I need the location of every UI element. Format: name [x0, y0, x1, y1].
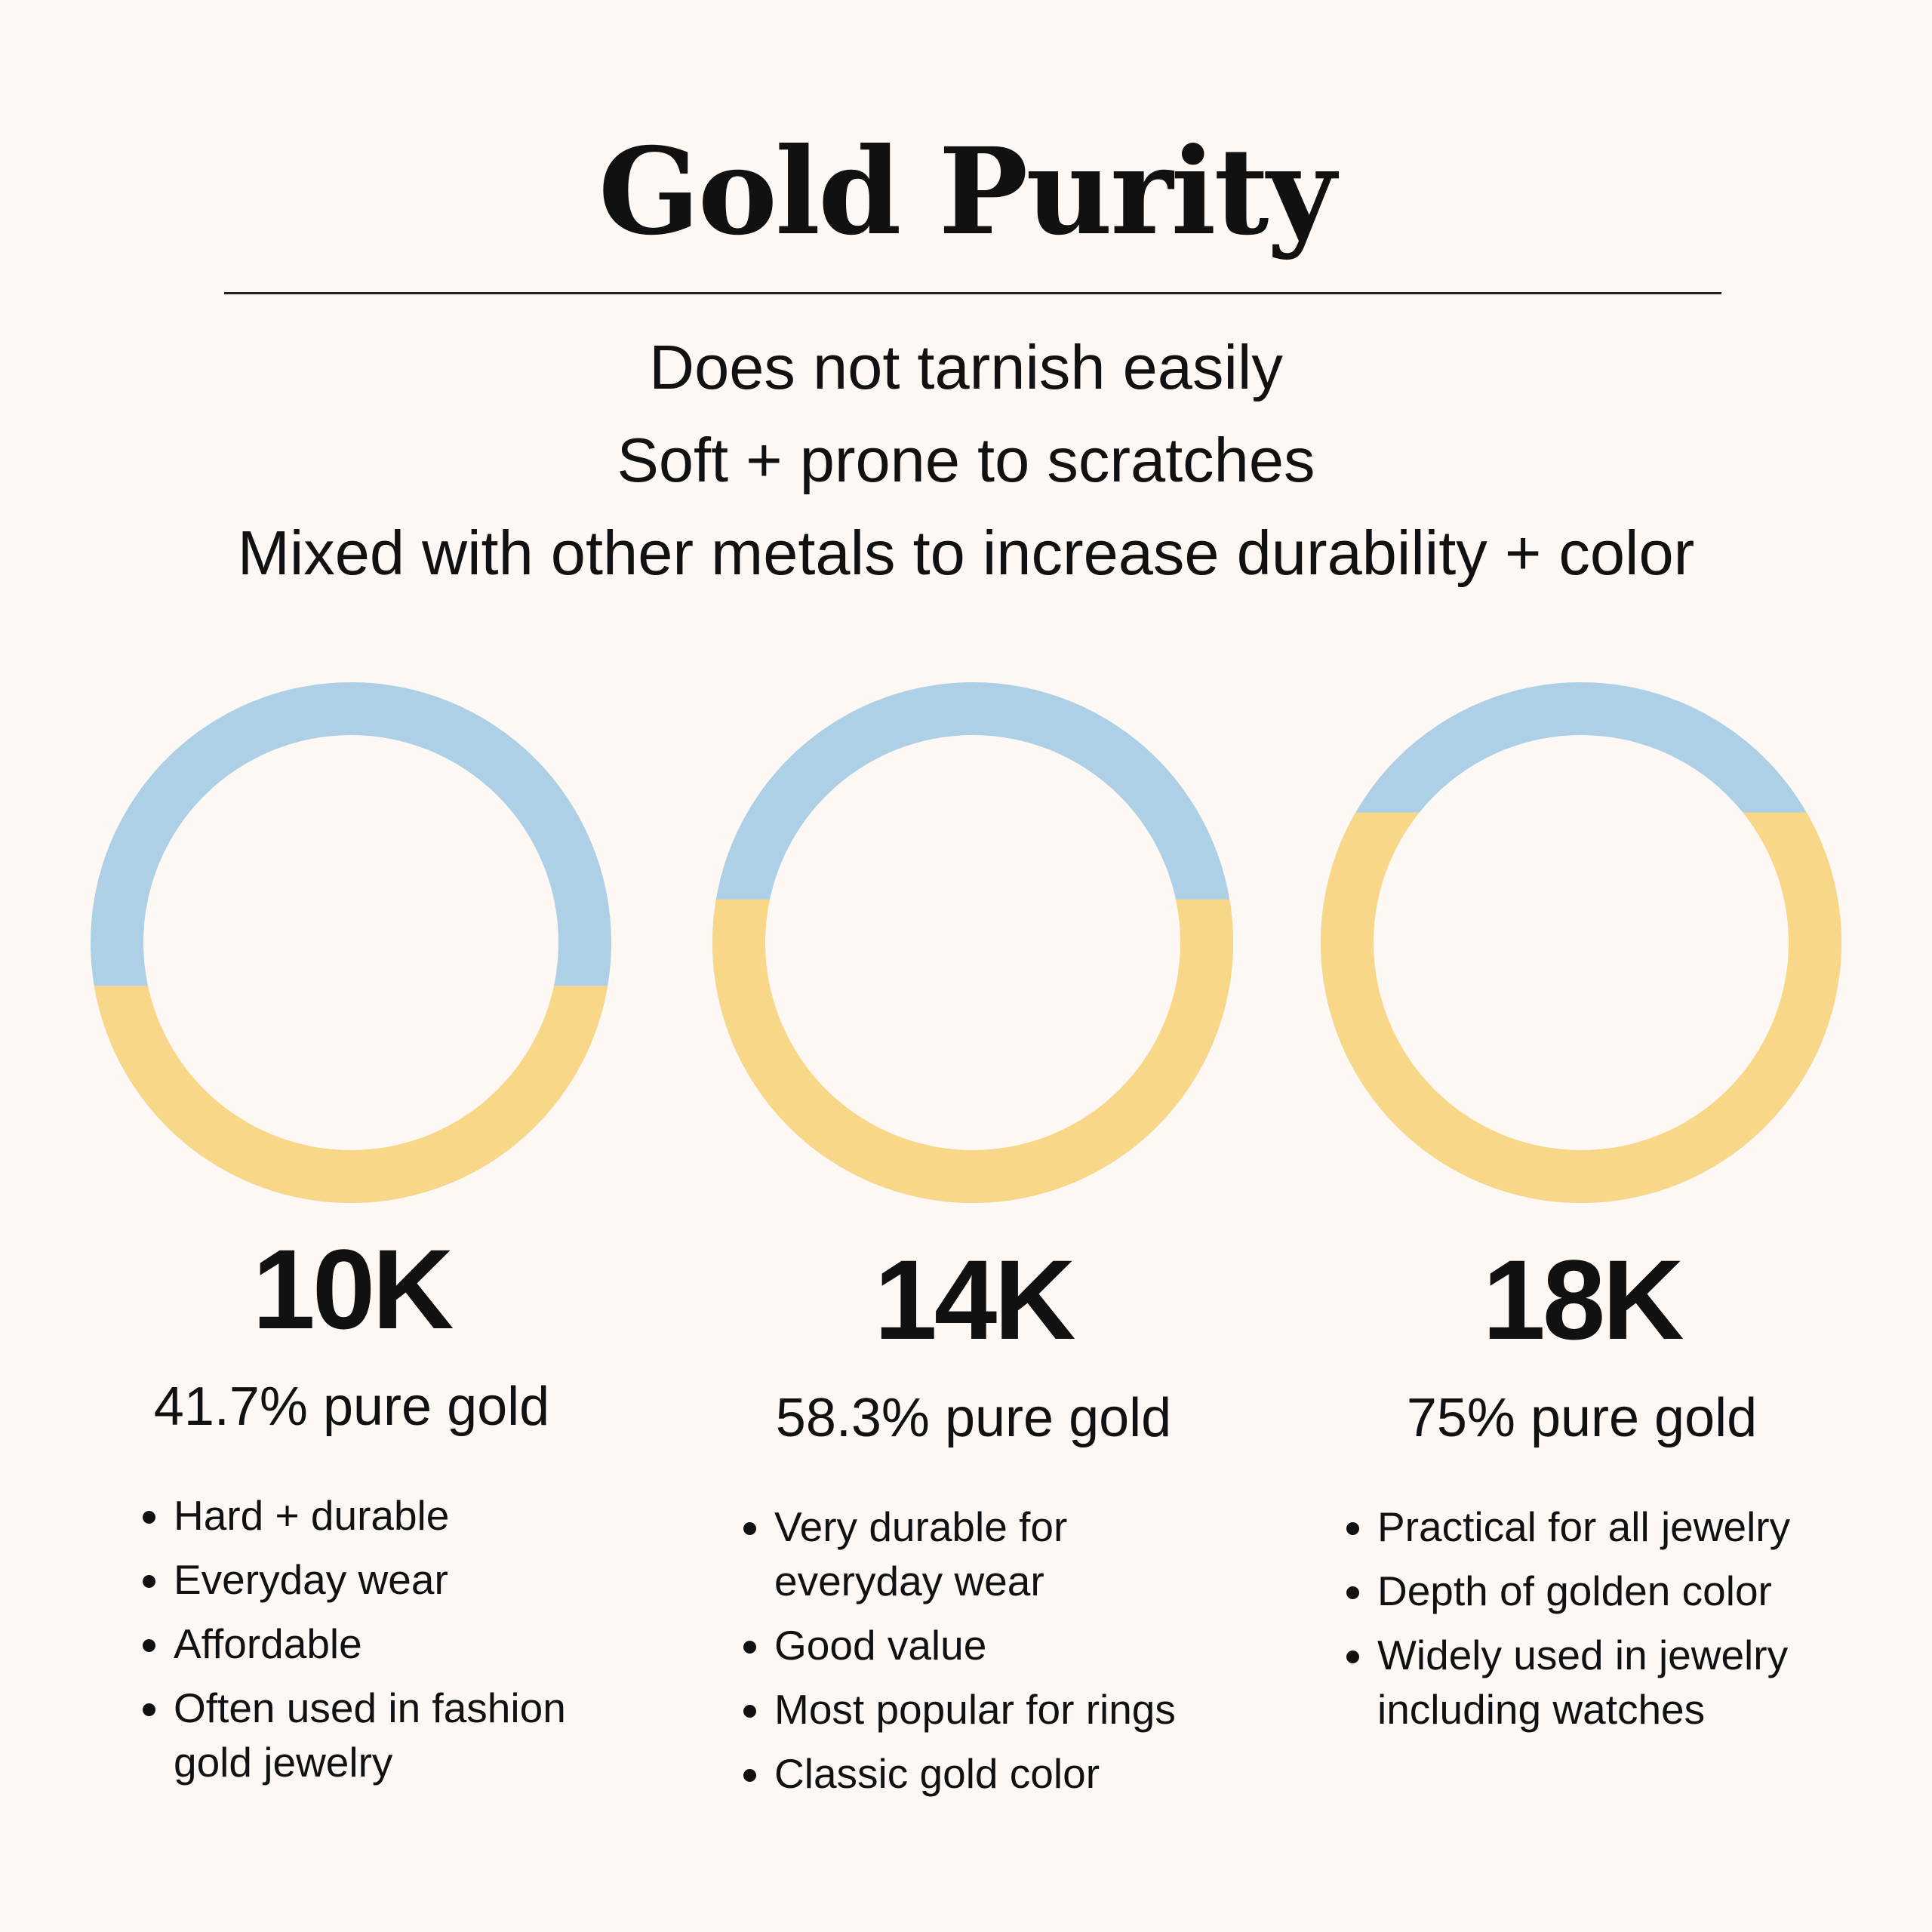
- intro-line-tarnish: Does not tarnish easily: [649, 332, 1283, 402]
- feature-item: Affordable: [141, 1617, 624, 1671]
- feature-item: Good value: [742, 1618, 1225, 1672]
- purity-label-14k: 58.3% pure gold: [775, 1388, 1172, 1448]
- ring-center-10k: [143, 735, 558, 1150]
- feature-item: Depth of golden color: [1345, 1564, 1828, 1618]
- intro-line-soft: Soft + prone to scratches: [617, 425, 1315, 495]
- feature-item: Classic gold color: [742, 1746, 1225, 1801]
- feature-list-18k: Practical for all jewelry Depth of golde…: [1345, 1500, 1828, 1746]
- feature-item: Practical for all jewelry: [1345, 1500, 1828, 1554]
- page-title: Gold Purity: [598, 122, 1337, 262]
- feature-item: Hard + durable: [141, 1488, 624, 1543]
- feature-list-14k: Very durable for everyday wear Good valu…: [742, 1500, 1225, 1810]
- intro-line-mixed: Mixed with other metals to increase dura…: [237, 518, 1695, 588]
- ring-center-18k: [1374, 735, 1789, 1150]
- feature-item: Often used in fashion gold jewelry: [141, 1681, 581, 1789]
- feature-item: Most popular for rings: [742, 1682, 1225, 1737]
- purity-label-10k: 41.7% pure gold: [153, 1377, 550, 1437]
- karat-label-10k: 10K: [252, 1226, 454, 1352]
- feature-list-10k: Hard + durable Everyday wear Affordable …: [141, 1488, 624, 1799]
- feature-item: Widely used in jewelry including watches: [1345, 1628, 1845, 1737]
- purity-label-18k: 75% pure gold: [1406, 1388, 1758, 1448]
- feature-item: Everyday wear: [141, 1552, 624, 1607]
- karat-label-18k: 18K: [1482, 1236, 1684, 1363]
- karat-label-14k: 14K: [874, 1236, 1075, 1363]
- feature-item: Very durable for everyday wear: [742, 1500, 1137, 1608]
- ring-center-14k: [765, 735, 1180, 1150]
- title-divider: [224, 292, 1721, 294]
